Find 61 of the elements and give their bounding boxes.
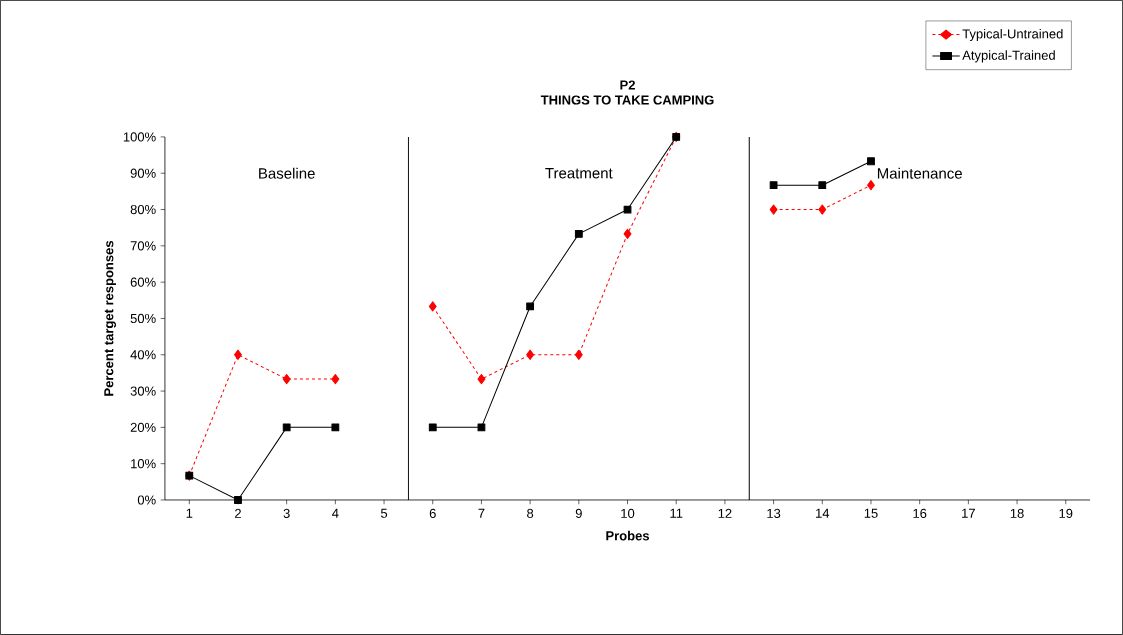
y-tick-label: 0% (137, 495, 156, 505)
y-tick-label: 70% (130, 241, 156, 251)
point (623, 205, 632, 214)
x-tick-label: 2 (235, 508, 241, 518)
y-tick-label: 20% (130, 422, 156, 433)
point (477, 374, 486, 385)
point (428, 301, 437, 312)
x-tick-label: 11 (670, 508, 683, 518)
y-axis-title: Percent target responses (104, 241, 117, 396)
y-tick-label: 10% (131, 459, 156, 469)
chart-title: P2 (620, 80, 635, 90)
legend-label: Atypical-Trained (962, 50, 1055, 63)
point (867, 180, 875, 191)
x-tick-label: 13 (767, 508, 781, 519)
x-tick-label: 10 (621, 508, 635, 519)
chart-subtitle: THINGS TO TAKE CAMPING (540, 95, 714, 105)
x-tick-label: 17 (962, 508, 975, 518)
y-tick-label: 50% (130, 313, 156, 324)
x-tick-label: 4 (332, 508, 339, 518)
x-tick-label: 19 (1059, 508, 1073, 519)
y-tick-label: 80% (130, 204, 156, 215)
point (282, 374, 291, 385)
point (331, 374, 340, 385)
point (769, 181, 778, 190)
y-tick-label: 30% (130, 386, 156, 396)
x-tick-label: 1 (186, 508, 193, 518)
point (818, 204, 827, 215)
point (526, 349, 535, 360)
x-tick-label: 7 (478, 508, 485, 518)
annotation: Maintenance (877, 167, 962, 179)
annotation: Baseline (259, 167, 315, 179)
x-tick-label: 5 (380, 508, 388, 518)
x-tick-label: 8 (527, 508, 534, 519)
annotation: Treatment (545, 168, 613, 179)
legend-label: Typical-Untrained (962, 28, 1063, 42)
x-tick-label: 15 (864, 508, 878, 518)
x-tick-label: 14 (816, 508, 830, 518)
point (574, 349, 583, 360)
y-tick-label: 40% (130, 350, 156, 360)
x-tick-label: 12 (718, 508, 732, 518)
point (282, 423, 291, 432)
point (477, 423, 486, 432)
y-tick-label: 90% (130, 168, 156, 178)
point (428, 423, 437, 432)
x-axis-title: Probes (606, 530, 650, 541)
point (234, 496, 242, 504)
point (234, 349, 242, 360)
x-tick-label: 9 (575, 508, 582, 519)
y-tick-label: 100% (123, 132, 156, 142)
y-tick-label: 60% (130, 277, 156, 287)
point (526, 302, 535, 311)
point (574, 230, 583, 238)
point (623, 228, 632, 239)
x-tick-label: 3 (283, 508, 290, 519)
point (331, 423, 340, 432)
x-tick-label: 6 (429, 508, 436, 519)
point (769, 204, 778, 215)
point (867, 157, 875, 166)
x-tick-label: 16 (913, 508, 927, 519)
point (818, 181, 827, 190)
x-tick-label: 18 (1010, 508, 1024, 519)
